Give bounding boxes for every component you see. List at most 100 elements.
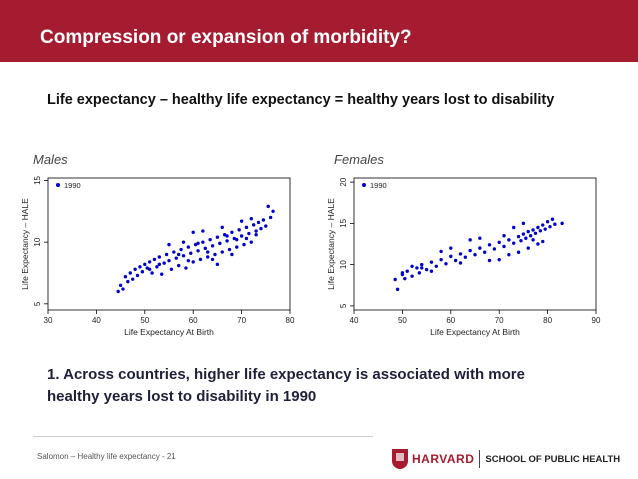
x-tick-label: 50 xyxy=(398,316,407,325)
data-point xyxy=(116,289,120,294)
data-point xyxy=(191,260,195,264)
data-point xyxy=(403,276,407,281)
x-tick-label: 70 xyxy=(495,316,504,325)
logo-school-text: SCHOOL OF PUBLIC HEALTH xyxy=(485,453,621,465)
data-point xyxy=(482,250,487,254)
data-point xyxy=(487,243,492,247)
x-tick-label: 40 xyxy=(350,316,359,325)
data-point xyxy=(181,240,186,244)
data-point xyxy=(254,233,258,237)
y-tick-label: 10 xyxy=(339,260,348,269)
data-point xyxy=(252,223,256,227)
data-point xyxy=(521,221,526,226)
data-point xyxy=(191,230,195,234)
data-point xyxy=(507,253,511,257)
data-point xyxy=(264,224,268,228)
data-point xyxy=(201,229,205,233)
data-point xyxy=(415,266,419,270)
data-point xyxy=(206,255,210,259)
data-point xyxy=(150,271,154,275)
data-point xyxy=(123,274,128,279)
data-point xyxy=(521,232,526,236)
x-tick-label: 80 xyxy=(543,316,552,325)
y-tick-label: 5 xyxy=(33,301,42,306)
data-point xyxy=(208,237,212,242)
data-point xyxy=(536,242,540,246)
data-point xyxy=(196,241,200,246)
data-point xyxy=(463,255,468,259)
data-point xyxy=(215,235,220,239)
data-point xyxy=(531,238,535,242)
data-point xyxy=(135,273,140,278)
data-point xyxy=(179,247,183,252)
data-point xyxy=(271,209,275,214)
data-point xyxy=(531,228,535,232)
data-point xyxy=(220,225,224,230)
data-point xyxy=(210,257,215,262)
y-tick-label: 20 xyxy=(339,177,348,186)
data-point xyxy=(524,236,528,240)
data-point xyxy=(266,204,270,209)
data-point xyxy=(176,252,181,257)
data-point xyxy=(395,287,400,292)
data-point xyxy=(230,252,234,257)
data-point xyxy=(512,225,516,230)
y-tick-label: 15 xyxy=(33,175,42,184)
data-point xyxy=(215,262,220,267)
footer-divider xyxy=(33,436,373,437)
data-point xyxy=(393,277,397,282)
data-point xyxy=(429,269,434,273)
data-point xyxy=(550,217,555,221)
harvard-shield-icon xyxy=(392,449,408,469)
data-point xyxy=(140,270,145,274)
data-point xyxy=(157,255,162,259)
data-point xyxy=(128,271,132,275)
data-point xyxy=(184,266,188,270)
data-point xyxy=(143,262,147,267)
data-point xyxy=(239,219,244,223)
data-point xyxy=(538,229,543,233)
data-point xyxy=(249,240,253,244)
data-point xyxy=(420,266,424,270)
x-tick-label: 80 xyxy=(286,316,295,325)
data-point xyxy=(138,265,142,269)
males-scatter-chart: 30 40 50 60 70 80 5 10 15 Life Expectancy At Birt… xyxy=(20,175,295,337)
data-point xyxy=(497,257,501,262)
data-point xyxy=(225,234,229,238)
data-point xyxy=(235,237,239,242)
data-point xyxy=(256,220,261,225)
data-point xyxy=(439,249,443,254)
data-point xyxy=(155,265,159,269)
data-point xyxy=(230,230,234,234)
logo-harvard-text: HARVARD xyxy=(412,452,475,466)
data-point xyxy=(206,250,210,254)
finding-text: 1. Across countries, higher life expecta… xyxy=(47,364,607,408)
legend-label: 1990 xyxy=(64,181,81,190)
data-point xyxy=(210,244,215,248)
data-point xyxy=(502,234,506,238)
data-point xyxy=(497,240,501,245)
data-point xyxy=(225,239,229,243)
x-axis-label: Life Expectancy At Birth xyxy=(124,327,214,337)
data-point xyxy=(444,262,448,266)
y-tick-label: 10 xyxy=(33,237,42,246)
data-point xyxy=(131,277,135,281)
x-tick-label: 30 xyxy=(44,316,53,325)
data-point xyxy=(244,225,249,230)
data-point xyxy=(420,262,424,267)
data-point xyxy=(268,215,273,220)
data-point xyxy=(512,241,516,245)
females-label: Females xyxy=(334,152,384,167)
data-point xyxy=(227,247,232,252)
data-point xyxy=(519,239,523,243)
data-point xyxy=(235,245,239,249)
data-point xyxy=(468,248,472,253)
data-point xyxy=(400,271,405,275)
y-axis-label: Life Expectancy – HALE xyxy=(20,198,30,290)
legend-label: 1990 xyxy=(370,181,387,190)
data-point xyxy=(259,226,263,231)
data-point xyxy=(218,241,222,246)
data-point xyxy=(528,234,533,238)
males-label: Males xyxy=(33,152,68,167)
data-point xyxy=(439,257,443,262)
